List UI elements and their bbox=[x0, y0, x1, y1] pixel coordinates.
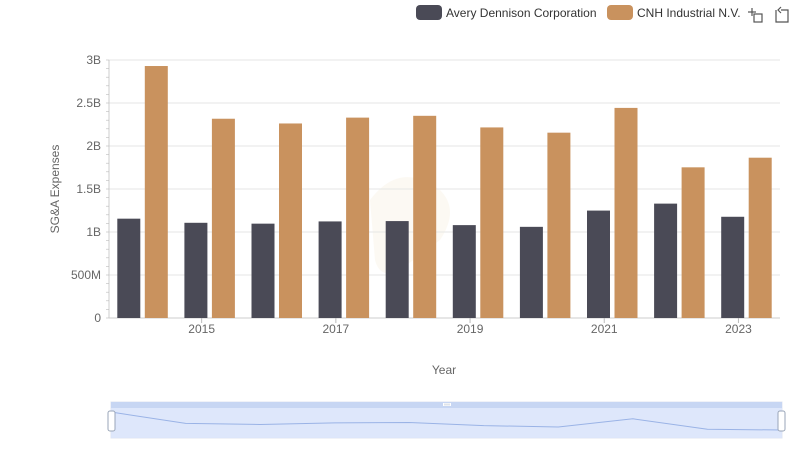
bar-avery-2022[interactable] bbox=[654, 203, 678, 318]
legend-item-cnh[interactable]: CNH Industrial N.V. bbox=[607, 5, 741, 20]
legend-label-avery: Avery Dennison Corporation bbox=[446, 6, 597, 20]
y-axis: 0 500M 1B 1.5B 2B 2.5B 3B bbox=[71, 53, 110, 325]
y-tick-label: 2.5B bbox=[76, 96, 101, 110]
x-axis: 2015 2017 2019 2021 2023 bbox=[188, 318, 752, 336]
bar-avery-2016[interactable] bbox=[251, 223, 275, 318]
y-axis-title: SG&A Expenses bbox=[48, 145, 62, 234]
x-tick-label: 2019 bbox=[457, 322, 484, 336]
y-tick-label: 1B bbox=[86, 225, 101, 239]
grip-icon[interactable] bbox=[443, 403, 451, 406]
x-axis-title: Year bbox=[432, 363, 456, 377]
bar-cnh-2020[interactable] bbox=[547, 132, 571, 318]
range-navigator[interactable] bbox=[107, 401, 786, 439]
y-tick-label: 3B bbox=[86, 53, 101, 67]
x-tick-label: 2021 bbox=[591, 322, 618, 336]
watermark-logo bbox=[370, 177, 450, 274]
bar-cnh-2022[interactable] bbox=[681, 167, 705, 318]
y-tick-label: 1.5B bbox=[76, 182, 101, 196]
y-tick-label: 500M bbox=[71, 268, 101, 282]
navigator-handle-right[interactable] bbox=[777, 410, 786, 432]
y-tick-label: 0 bbox=[94, 311, 101, 325]
legend: Avery Dennison Corporation CNH Industria… bbox=[416, 5, 741, 20]
bar-cnh-2014[interactable] bbox=[144, 66, 168, 319]
bar-avery-2017[interactable] bbox=[318, 221, 342, 318]
x-tick-label: 2015 bbox=[188, 322, 215, 336]
navigator-series-line bbox=[110, 411, 783, 431]
bar-cnh-2017[interactable] bbox=[346, 117, 370, 319]
bar-avery-2014[interactable] bbox=[117, 218, 141, 318]
reset-zoom-icon[interactable] bbox=[772, 6, 790, 24]
zoom-crosshair-icon[interactable] bbox=[746, 6, 764, 24]
x-tick-label: 2017 bbox=[322, 322, 349, 336]
legend-item-avery[interactable]: Avery Dennison Corporation bbox=[416, 5, 597, 20]
bar-avery-2019[interactable] bbox=[452, 225, 476, 318]
navigator-selection[interactable] bbox=[111, 408, 782, 438]
navigator-handle-left[interactable] bbox=[107, 410, 116, 432]
bar-cnh-2018[interactable] bbox=[413, 115, 437, 319]
bar-avery-2020[interactable] bbox=[519, 226, 543, 318]
bar-cnh-2019[interactable] bbox=[480, 127, 504, 318]
y-tick-label: 2B bbox=[86, 139, 101, 153]
bar-avery-2021[interactable] bbox=[587, 210, 610, 318]
bar-cnh-2023[interactable] bbox=[748, 157, 772, 318]
bar-avery-2018[interactable] bbox=[385, 221, 409, 318]
x-tick-label: 2023 bbox=[725, 322, 752, 336]
bar-cnh-2015[interactable] bbox=[211, 118, 235, 318]
legend-label-cnh: CNH Industrial N.V. bbox=[637, 6, 741, 20]
legend-swatch-cnh bbox=[607, 5, 633, 20]
bar-cnh-2016[interactable] bbox=[279, 123, 302, 318]
bar-cnh-2021[interactable] bbox=[614, 107, 638, 318]
bars-group bbox=[117, 66, 772, 319]
bar-avery-2023[interactable] bbox=[721, 216, 745, 318]
bar-avery-2015[interactable] bbox=[184, 222, 208, 318]
legend-swatch-avery bbox=[416, 5, 442, 20]
gridlines bbox=[109, 59, 780, 319]
